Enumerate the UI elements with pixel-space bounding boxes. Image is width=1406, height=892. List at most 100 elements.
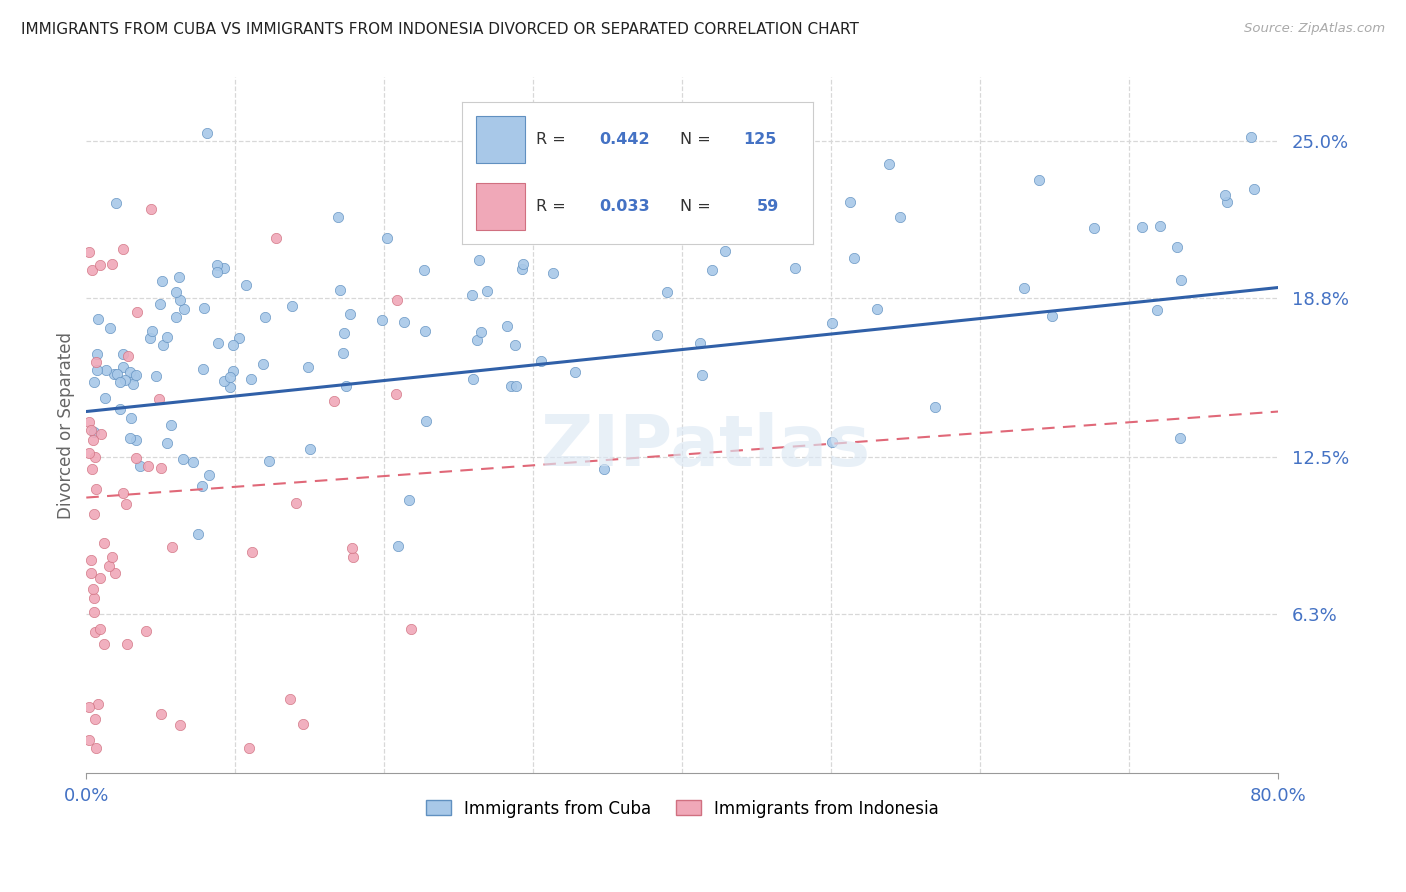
Point bbox=[187, 526, 209, 541]
Point bbox=[387, 293, 409, 307]
Point bbox=[1216, 195, 1239, 210]
Point bbox=[89, 623, 111, 637]
Point bbox=[207, 336, 229, 351]
Point bbox=[205, 264, 228, 278]
Point bbox=[735, 195, 758, 210]
Point bbox=[94, 363, 117, 377]
Point bbox=[77, 415, 100, 429]
Point bbox=[124, 368, 146, 383]
Point bbox=[169, 717, 191, 731]
Point bbox=[89, 571, 111, 585]
Point bbox=[924, 400, 946, 414]
Point bbox=[117, 349, 139, 363]
Point bbox=[181, 455, 204, 469]
Point bbox=[285, 496, 308, 510]
Point bbox=[104, 566, 127, 581]
Point bbox=[105, 196, 128, 211]
Point bbox=[505, 379, 527, 393]
Point bbox=[129, 458, 152, 473]
Point bbox=[399, 622, 422, 636]
Point bbox=[83, 605, 105, 619]
Point bbox=[111, 485, 134, 500]
Point bbox=[413, 324, 436, 338]
Point bbox=[329, 284, 352, 298]
Point bbox=[332, 346, 354, 360]
Point bbox=[839, 194, 862, 209]
Point bbox=[148, 392, 170, 407]
Point bbox=[1012, 281, 1035, 295]
Point bbox=[145, 369, 167, 384]
Point bbox=[385, 387, 408, 401]
Point bbox=[97, 558, 120, 573]
Point bbox=[77, 245, 100, 260]
Point bbox=[86, 355, 108, 369]
Point bbox=[115, 638, 138, 652]
Point bbox=[280, 299, 302, 313]
Point bbox=[470, 325, 492, 339]
Point bbox=[120, 432, 142, 446]
Point bbox=[195, 127, 218, 141]
Point bbox=[191, 479, 214, 493]
Point bbox=[150, 461, 173, 475]
Point bbox=[80, 461, 103, 475]
Point bbox=[141, 202, 163, 216]
Point bbox=[461, 288, 484, 302]
Point bbox=[82, 433, 104, 447]
Point bbox=[139, 331, 162, 345]
Point bbox=[93, 535, 115, 549]
Point bbox=[125, 304, 148, 318]
Point bbox=[114, 497, 136, 511]
Point bbox=[111, 347, 134, 361]
Point bbox=[169, 293, 191, 308]
Point bbox=[1028, 172, 1050, 186]
Point bbox=[152, 338, 174, 352]
Point bbox=[512, 257, 534, 271]
Point bbox=[235, 278, 257, 293]
Point bbox=[221, 338, 243, 352]
Point bbox=[821, 316, 844, 330]
Point bbox=[94, 391, 117, 405]
Point bbox=[165, 310, 187, 325]
Point bbox=[1168, 431, 1191, 445]
Point bbox=[112, 242, 135, 256]
Point bbox=[84, 712, 107, 726]
Point bbox=[149, 297, 172, 311]
Point bbox=[173, 301, 195, 316]
Point bbox=[510, 261, 533, 276]
Point bbox=[339, 307, 361, 321]
Point bbox=[240, 544, 263, 558]
Point bbox=[222, 363, 245, 377]
Text: ZIPatlas: ZIPatlas bbox=[541, 412, 872, 481]
Point bbox=[172, 451, 194, 466]
Point bbox=[101, 257, 124, 271]
Point bbox=[333, 326, 356, 340]
Point bbox=[657, 285, 679, 299]
Point bbox=[125, 433, 148, 447]
Point bbox=[564, 365, 586, 379]
Point bbox=[252, 357, 274, 371]
Point bbox=[89, 258, 111, 272]
Point bbox=[83, 591, 105, 605]
Point bbox=[1146, 302, 1168, 317]
Point bbox=[714, 244, 737, 258]
Point bbox=[156, 330, 179, 344]
Point bbox=[785, 260, 807, 275]
Point bbox=[87, 697, 110, 711]
Legend: Immigrants from Cuba, Immigrants from Indonesia: Immigrants from Cuba, Immigrants from In… bbox=[419, 793, 946, 824]
Text: Source: ZipAtlas.com: Source: ZipAtlas.com bbox=[1244, 22, 1385, 36]
Point bbox=[150, 274, 173, 288]
Point bbox=[136, 458, 159, 473]
Point bbox=[371, 313, 394, 327]
Point bbox=[120, 411, 142, 425]
Point bbox=[689, 336, 711, 351]
Point bbox=[465, 333, 488, 347]
Point bbox=[387, 539, 409, 553]
Point bbox=[219, 380, 242, 394]
Point bbox=[125, 450, 148, 465]
Point bbox=[398, 492, 420, 507]
Point bbox=[77, 700, 100, 714]
Point bbox=[86, 741, 108, 756]
Point bbox=[412, 263, 434, 277]
Point bbox=[1149, 219, 1171, 234]
Point bbox=[1083, 221, 1105, 235]
